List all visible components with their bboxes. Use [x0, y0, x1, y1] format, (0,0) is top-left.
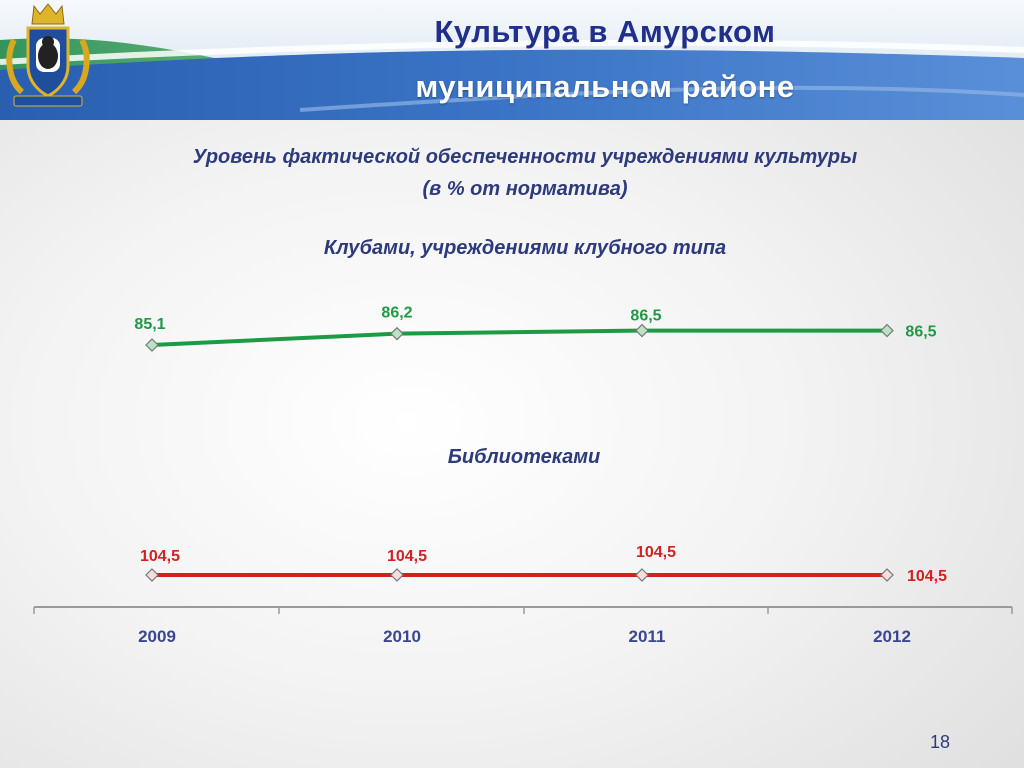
series-label-clubs: Клубами, учреждениями клубного типа	[323, 237, 727, 259]
data-point-clubs-2009	[145, 338, 159, 352]
series-label-libraries: Библиотеками	[447, 446, 601, 468]
data-point-libraries-2009	[145, 568, 159, 582]
data-label-clubs-2012: 86,5	[905, 324, 936, 341]
line-chart: 85,1 86,2 86,5 86,5 104,5 104,5 104,5 104,5 2009…	[33, 305, 1013, 646]
x-tick-label-2012: 2012	[873, 627, 911, 646]
data-label-libraries-2011: 104,5	[636, 544, 676, 561]
slide-number: 18	[930, 732, 951, 752]
coat-of-arms-emblem	[6, 3, 90, 107]
page-title-line1: Культура в Амурском	[434, 14, 776, 49]
data-label-clubs-2009: 85,1	[134, 316, 165, 333]
data-label-clubs-2011: 86,5	[630, 308, 661, 325]
header-banner: Культура в Амурском муниципальном районе	[0, 0, 1024, 120]
chart-subtitle-unit: (в % от норматива)	[422, 178, 628, 200]
data-point-clubs-2010	[390, 326, 404, 341]
data-point-libraries-2010	[390, 568, 404, 582]
series-line-clubs	[151, 328, 887, 347]
data-point-libraries-2011	[635, 568, 649, 582]
page-title-line2: муниципальном районе	[415, 69, 795, 104]
data-label-libraries-2009: 104,5	[140, 548, 180, 565]
x-tick-label-2009: 2009	[138, 627, 176, 646]
x-tick-label-2010: 2010	[383, 627, 421, 646]
data-label-libraries-2010: 104,5	[387, 548, 427, 565]
data-point-clubs-2011	[635, 323, 649, 338]
chart-subtitle: Уровень фактической обеспеченности учреж…	[192, 146, 858, 168]
x-tick-label-2011: 2011	[629, 627, 666, 646]
data-point-libraries-2012	[880, 568, 894, 582]
data-point-clubs-2012	[880, 323, 894, 338]
data-label-clubs-2010: 86,2	[381, 305, 412, 322]
data-label-libraries-2012: 104,5	[907, 568, 947, 585]
wave-decoration	[0, 38, 1024, 120]
